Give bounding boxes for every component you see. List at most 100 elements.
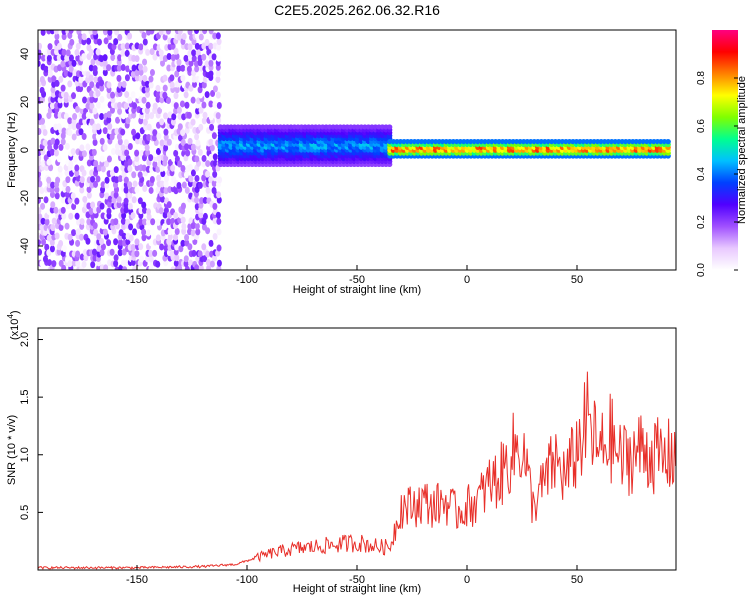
spectrogram-cell	[144, 107, 150, 115]
spectrogram-cell	[162, 74, 168, 82]
spectrogram-cell	[100, 243, 106, 251]
spectrogram-cell	[144, 80, 150, 88]
x-tick-label: 50	[571, 574, 583, 586]
spectrogram-cell	[141, 228, 147, 236]
spectrogram-cell	[68, 54, 74, 62]
spectrogram-cell	[130, 212, 136, 220]
spectrogram-cell	[173, 259, 179, 267]
x-tick-label: 0	[464, 274, 470, 286]
spectrogram-cell	[144, 255, 150, 263]
spectrogram-cell	[117, 238, 123, 246]
spectrogram-cell	[95, 175, 101, 183]
spectrogram-cell	[53, 30, 59, 35]
spectrogram-cell	[181, 32, 187, 40]
spectrogram-cell	[212, 101, 218, 109]
spectrogram-cell	[88, 30, 94, 35]
spectrogram-cell	[82, 117, 88, 125]
spectrogram-cell	[197, 250, 203, 258]
spectrogram-cell	[199, 197, 205, 205]
spectrogram-cell	[149, 175, 155, 183]
spectrogram-cell	[100, 222, 106, 230]
spectrogram-cell	[46, 158, 52, 166]
spectrogram-cell	[173, 233, 179, 241]
spectrogram-cell	[75, 42, 81, 50]
snr-series-line	[38, 371, 676, 570]
spectrogram-cell	[149, 48, 155, 56]
spectrogram-cell	[184, 101, 190, 109]
spectrogram-cell	[160, 170, 166, 178]
spectrogram-cell	[152, 249, 158, 257]
spectrogram-cell	[77, 192, 83, 200]
spectrogram-cell	[177, 113, 183, 121]
spectrogram-cell	[174, 243, 180, 251]
spectrogram-cell	[201, 101, 207, 109]
spectrogram-cell	[99, 79, 105, 87]
spectrogram-cell	[123, 102, 129, 110]
spectrogram-cell	[138, 212, 144, 220]
spectrogram-cell	[191, 55, 197, 63]
spectrogram-cell	[102, 54, 108, 62]
spectrogram-cell	[171, 155, 177, 163]
spectrogram-cell	[88, 49, 94, 57]
spectrogram-cell	[142, 74, 148, 82]
snr-multiplier: (x104)	[6, 310, 21, 340]
spectrogram-cell	[40, 217, 46, 225]
spectrogram-cell	[215, 76, 221, 84]
spectrogram-cell	[93, 76, 99, 84]
spectrogram-cell	[64, 54, 70, 62]
spectrogram-cell	[63, 69, 69, 77]
spectrogram-cell	[38, 48, 42, 56]
spectrogram-cell	[64, 191, 70, 199]
spectrogram-cell	[104, 176, 110, 184]
colorbar-tick-label: 0.6	[696, 119, 707, 133]
spectrogram-cell	[56, 54, 62, 62]
spectrogram-cell	[86, 191, 92, 199]
spectrogram-cell	[44, 218, 50, 226]
spectrogram-cell	[142, 58, 148, 66]
spectrogram-cell	[127, 158, 133, 166]
spectrogram-cell	[198, 70, 204, 78]
spectrogram-cell	[176, 64, 182, 72]
spectrogram-cell	[190, 169, 196, 177]
spectrogram-cell	[110, 148, 116, 156]
spectrogram-x-label: Height of straight line (km)	[293, 284, 421, 296]
spectrogram-cell	[137, 197, 143, 205]
spectrogram-cell	[60, 206, 66, 214]
spectrogram-cell	[61, 33, 67, 41]
spectrogram-cell	[117, 101, 123, 109]
spectrogram-cell	[124, 74, 130, 82]
spectrogram-cell	[190, 96, 196, 104]
spectrogram-cell	[46, 54, 52, 62]
spectrogram-cell	[99, 95, 105, 103]
spectrogram-cell	[116, 74, 122, 82]
spectrogram-cell	[216, 196, 222, 204]
spectrogram-cell	[135, 132, 141, 140]
spectrogram-cell	[194, 42, 200, 50]
spectrogram-cell	[65, 49, 71, 57]
spectrogram-cell	[209, 123, 215, 131]
spectrogram-cell	[106, 155, 112, 163]
spectrogram-cell	[141, 96, 147, 104]
spectrogram-cell	[38, 213, 43, 221]
spectrogram-cell	[162, 84, 168, 92]
spectrogram-cell	[208, 239, 214, 247]
spectrogram-cell	[208, 70, 214, 78]
x-tick-label: -50	[349, 574, 365, 586]
spectrogram-cell	[100, 181, 106, 189]
spectrogram-cell	[211, 187, 217, 195]
spectrogram-cells	[38, 30, 671, 270]
spectrogram-cell	[125, 117, 131, 125]
spectrogram-cell	[187, 49, 193, 57]
spectrogram-cell	[188, 175, 194, 183]
spectrogram-cell	[132, 228, 138, 236]
spectrogram-cell	[124, 49, 130, 57]
spectrogram-cell	[102, 127, 108, 135]
spectrogram-cell	[60, 84, 66, 92]
spectrogram-cell	[116, 201, 122, 209]
spectrogram-cell	[79, 253, 85, 261]
spectrogram-cell	[89, 90, 95, 98]
spectrogram-cell	[107, 42, 113, 50]
spectrogram-cell	[132, 102, 138, 110]
spectrogram-cell	[67, 117, 73, 125]
spectrogram-cell	[85, 59, 91, 67]
